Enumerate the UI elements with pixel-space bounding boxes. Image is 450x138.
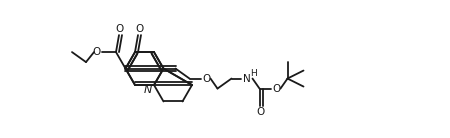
Text: O: O bbox=[93, 47, 101, 57]
Text: O: O bbox=[135, 24, 143, 34]
Text: O: O bbox=[272, 83, 281, 94]
Text: N: N bbox=[144, 85, 152, 95]
Text: O: O bbox=[116, 24, 124, 34]
Text: N: N bbox=[243, 74, 250, 83]
Text: H: H bbox=[250, 69, 257, 78]
Text: O: O bbox=[202, 74, 211, 83]
Text: O: O bbox=[256, 107, 265, 117]
